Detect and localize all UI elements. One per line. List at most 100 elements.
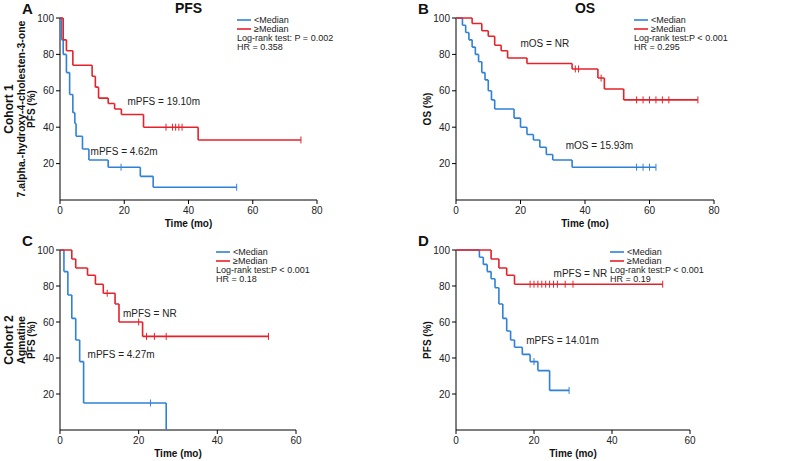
km-drop xyxy=(143,114,145,127)
km-drop xyxy=(114,293,116,304)
km-drop xyxy=(79,340,81,362)
x-tick xyxy=(317,200,318,204)
y-tick xyxy=(56,54,60,55)
km-step xyxy=(108,103,114,105)
y-tick xyxy=(452,90,456,91)
panel-letter: B xyxy=(418,0,429,17)
censor-mark xyxy=(553,281,554,288)
km-drop xyxy=(549,371,551,391)
km-drop xyxy=(66,40,68,51)
x-tick-label: 80 xyxy=(708,205,720,216)
km-drop xyxy=(520,118,522,127)
km-drop xyxy=(75,259,77,268)
censor-mark xyxy=(268,333,269,340)
km-step xyxy=(456,17,472,19)
km-drop xyxy=(114,104,116,109)
x-tick xyxy=(60,430,61,434)
censor-mark xyxy=(569,387,570,394)
panel: APFSCohort 17.alpha.-hydroxy-4-cholesten… xyxy=(2,0,333,229)
km-drop xyxy=(514,275,516,284)
censor-mark xyxy=(541,281,542,288)
legend-swatch xyxy=(237,19,251,21)
y-tick xyxy=(452,250,456,251)
km-drop xyxy=(107,98,109,103)
km-step xyxy=(198,139,301,141)
y-tick-label: 60 xyxy=(43,85,55,96)
km-step xyxy=(604,88,623,90)
km-step xyxy=(508,57,527,59)
km-step xyxy=(153,186,237,188)
km-drop xyxy=(623,89,625,100)
km-drop xyxy=(152,176,154,187)
km-drop xyxy=(526,58,528,63)
km-drop xyxy=(552,155,554,160)
km-drop xyxy=(597,69,599,78)
km-drop xyxy=(481,23,483,30)
x-tick xyxy=(217,430,218,434)
censor-mark xyxy=(182,124,183,131)
km-drop xyxy=(513,109,515,118)
legend-swatch xyxy=(610,260,624,262)
km-step xyxy=(550,390,570,392)
km-drop xyxy=(490,250,492,259)
row-label: Cohort 2 xyxy=(2,315,16,365)
km-drop xyxy=(537,362,539,371)
x-tick xyxy=(585,200,586,204)
y-tick-label: 40 xyxy=(43,122,55,133)
panel-letter: C xyxy=(22,232,33,249)
km-drop xyxy=(107,160,109,167)
km-drop xyxy=(197,127,199,140)
legend: <Median≥MedianLog-rank test:P < 0.001HR … xyxy=(610,247,704,284)
panel: BOS02040608020406080100Time (mo)OS (%)mO… xyxy=(418,0,728,229)
y-tick xyxy=(56,163,60,164)
censor-mark xyxy=(573,281,574,288)
censor-mark xyxy=(636,96,637,103)
km-step xyxy=(540,146,546,148)
y-axis-label: OS (%) xyxy=(422,93,433,126)
km-step xyxy=(88,274,96,276)
y-tick-label: 20 xyxy=(43,158,55,169)
x-tick xyxy=(612,430,613,434)
km-drop xyxy=(83,362,85,403)
x-axis xyxy=(456,430,690,431)
km-drop xyxy=(75,318,77,340)
censor-mark xyxy=(534,281,535,288)
km-step xyxy=(76,267,88,269)
km-drop xyxy=(529,354,531,361)
legend: <Median≥MedianLog-rank test:P < 0.001HR … xyxy=(634,15,728,52)
km-drop xyxy=(481,62,483,73)
y-tick-label: 60 xyxy=(439,85,451,96)
y-tick xyxy=(56,250,60,251)
km-drop xyxy=(468,33,470,40)
km-drop xyxy=(502,304,504,318)
km-drop xyxy=(62,18,64,40)
km-drop xyxy=(67,272,69,295)
km-drop xyxy=(465,25,467,32)
km-step xyxy=(553,159,572,161)
km-drop xyxy=(95,275,97,284)
y-axis xyxy=(60,250,61,430)
y-axis-label: PFS (%) xyxy=(26,321,37,359)
panel-letter: A xyxy=(22,0,33,17)
y-tick xyxy=(452,18,456,19)
x-tick-label: 40 xyxy=(183,205,195,216)
km-step xyxy=(82,148,88,150)
km-drop xyxy=(521,347,523,354)
median-label: mPFS = 14.01m xyxy=(526,335,599,346)
y-tick-label: 60 xyxy=(439,317,451,328)
x-tick-label: 40 xyxy=(606,435,618,446)
censor-mark xyxy=(175,124,176,131)
y-tick-label: 80 xyxy=(439,281,451,292)
censor-mark xyxy=(530,281,531,288)
median-label: mOS = NR xyxy=(521,38,570,49)
x-tick xyxy=(124,200,125,204)
x-tick xyxy=(188,200,189,204)
km-drop xyxy=(490,272,492,279)
km-step xyxy=(99,97,109,99)
km-drop xyxy=(140,167,142,176)
y-tick xyxy=(56,286,60,287)
km-step xyxy=(499,267,507,269)
y-tick-label: 80 xyxy=(43,281,55,292)
km-step xyxy=(103,292,115,294)
x-tick xyxy=(252,200,253,204)
